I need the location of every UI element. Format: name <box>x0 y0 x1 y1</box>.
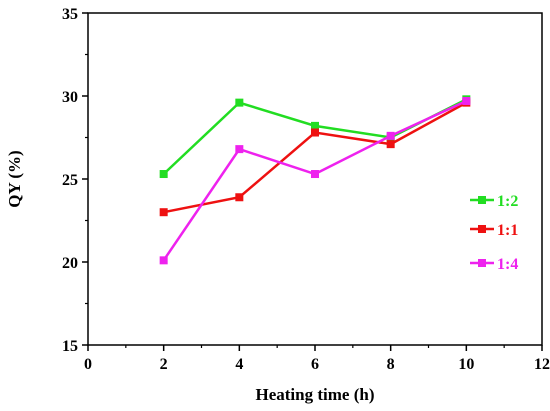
legend-marker <box>478 225 486 233</box>
data-point <box>311 128 319 137</box>
y-axis-title: QY (%) <box>5 150 24 207</box>
x-tick-label: 4 <box>235 356 243 373</box>
x-tick-label: 0 <box>84 356 92 373</box>
y-tick-label: 15 <box>62 338 78 355</box>
legend-label: 1:4 <box>497 256 518 273</box>
data-point <box>386 131 395 140</box>
y-tick-label: 30 <box>62 89 78 106</box>
data-point <box>235 98 244 107</box>
y-tick-label: 35 <box>62 6 78 23</box>
data-point <box>311 170 319 179</box>
y-axis: 15 20 25 30 35 <box>62 6 88 355</box>
x-tick-label: 12 <box>534 356 550 373</box>
legend: 1:2 1:1 1:4 <box>470 193 518 273</box>
data-point <box>311 121 319 130</box>
x-tick-label: 6 <box>311 356 319 373</box>
series-layer <box>159 95 471 265</box>
x-axis-title: Heating time (h) <box>256 385 375 404</box>
data-point <box>386 140 395 149</box>
legend-marker <box>478 196 486 204</box>
legend-label: 1:2 <box>497 193 518 210</box>
data-point <box>159 170 168 179</box>
plot-frame <box>87 12 543 346</box>
x-axis: 0 2 4 6 8 10 12 <box>84 345 550 373</box>
legend-marker <box>478 259 486 267</box>
x-tick-label: 8 <box>387 356 395 373</box>
x-tick-label: 2 <box>160 356 168 373</box>
data-point <box>235 193 244 202</box>
y-tick-label: 25 <box>62 172 78 189</box>
data-point <box>159 256 168 265</box>
data-point <box>462 96 471 105</box>
data-point <box>235 145 244 154</box>
x-tick-label: 10 <box>458 356 474 373</box>
series-line-1-2 <box>162 98 467 175</box>
data-point <box>159 208 168 217</box>
y-tick-label: 20 <box>62 255 78 272</box>
legend-label: 1:1 <box>497 222 518 239</box>
